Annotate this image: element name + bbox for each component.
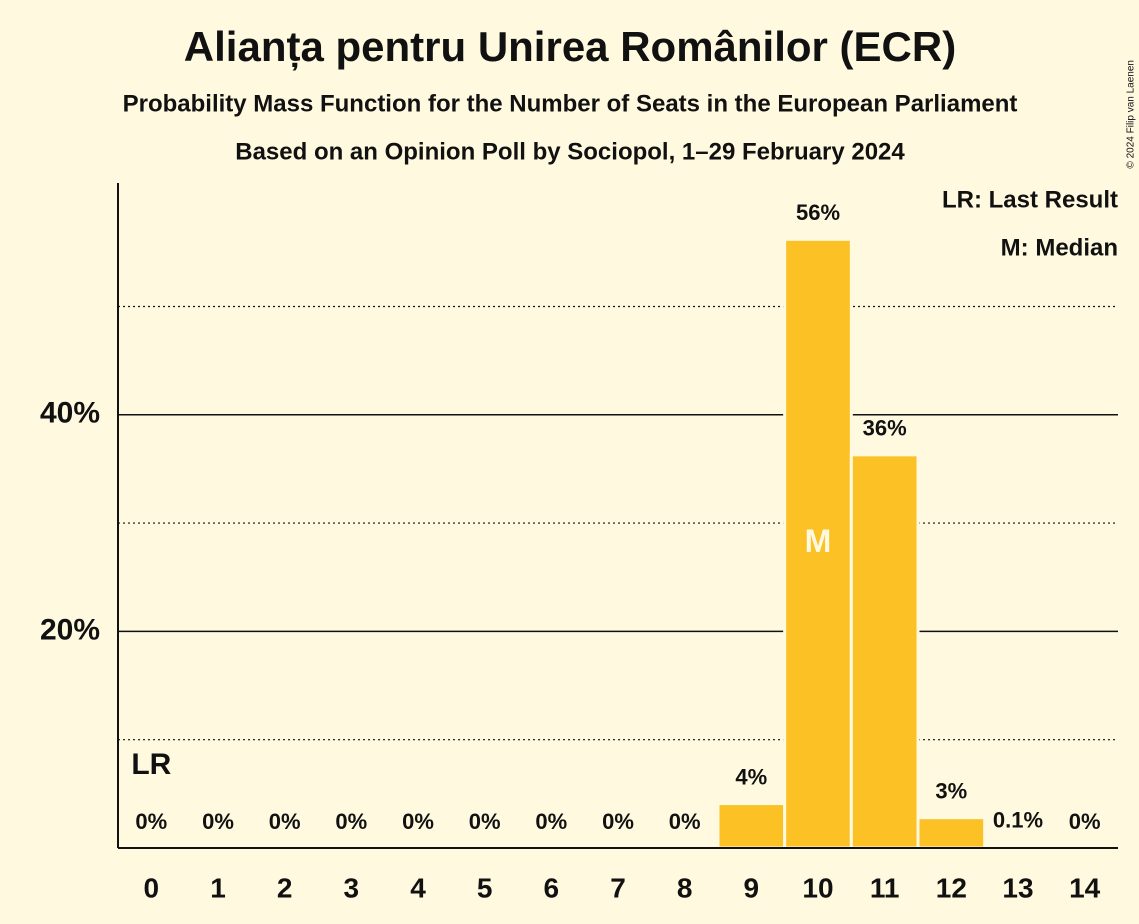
x-tick-label: 10 xyxy=(802,872,833,903)
value-label: 0% xyxy=(202,809,234,834)
copyright: © 2024 Filip van Laenen xyxy=(1126,60,1137,169)
x-tick-label: 8 xyxy=(677,872,693,903)
x-tick-label: 9 xyxy=(744,872,760,903)
x-tick-label: 5 xyxy=(477,872,493,903)
value-label: 0% xyxy=(402,809,434,834)
x-tick-label: 4 xyxy=(410,872,426,903)
value-label: 0% xyxy=(269,809,301,834)
value-label: 0% xyxy=(535,809,567,834)
value-label: 0.1% xyxy=(993,808,1043,833)
value-label: 0% xyxy=(602,809,634,834)
x-tick-label: 11 xyxy=(870,872,900,903)
y-tick-label: 20% xyxy=(40,613,100,646)
chart-subtitle: Based on an Opinion Poll by Sociopol, 1–… xyxy=(235,138,905,165)
chart-subtitle: Probability Mass Function for the Number… xyxy=(123,90,1018,117)
x-tick-label: 7 xyxy=(610,872,626,903)
x-tick-label: 1 xyxy=(210,872,226,903)
value-label: 56% xyxy=(796,200,840,225)
x-tick-label: 0 xyxy=(144,872,160,903)
bar xyxy=(916,816,987,850)
x-tick-label: 6 xyxy=(544,872,560,903)
legend-entry: LR: Last Result xyxy=(942,186,1118,213)
chart-title: Alianța pentru Unirea Românilor (ECR) xyxy=(184,23,956,71)
value-label: 0% xyxy=(135,809,167,834)
value-label: 36% xyxy=(863,416,907,441)
value-label: 0% xyxy=(335,809,367,834)
x-tick-label: 2 xyxy=(277,872,293,903)
bar xyxy=(783,237,853,850)
value-label: 0% xyxy=(1069,809,1101,834)
last-result-marker: LR xyxy=(131,748,171,781)
x-tick-label: 12 xyxy=(936,872,967,903)
x-tick-label: 14 xyxy=(1069,872,1101,903)
bar xyxy=(716,802,787,850)
value-label: 3% xyxy=(935,778,967,803)
y-tick-label: 40% xyxy=(40,397,100,430)
x-tick-label: 13 xyxy=(1002,872,1033,903)
bar xyxy=(849,453,920,850)
value-label: 0% xyxy=(669,809,701,834)
value-label: 4% xyxy=(735,764,767,789)
legend-entry: M: Median xyxy=(1001,234,1118,261)
x-tick-label: 3 xyxy=(344,872,360,903)
median-marker: M xyxy=(805,523,832,559)
value-label: 0% xyxy=(469,809,501,834)
